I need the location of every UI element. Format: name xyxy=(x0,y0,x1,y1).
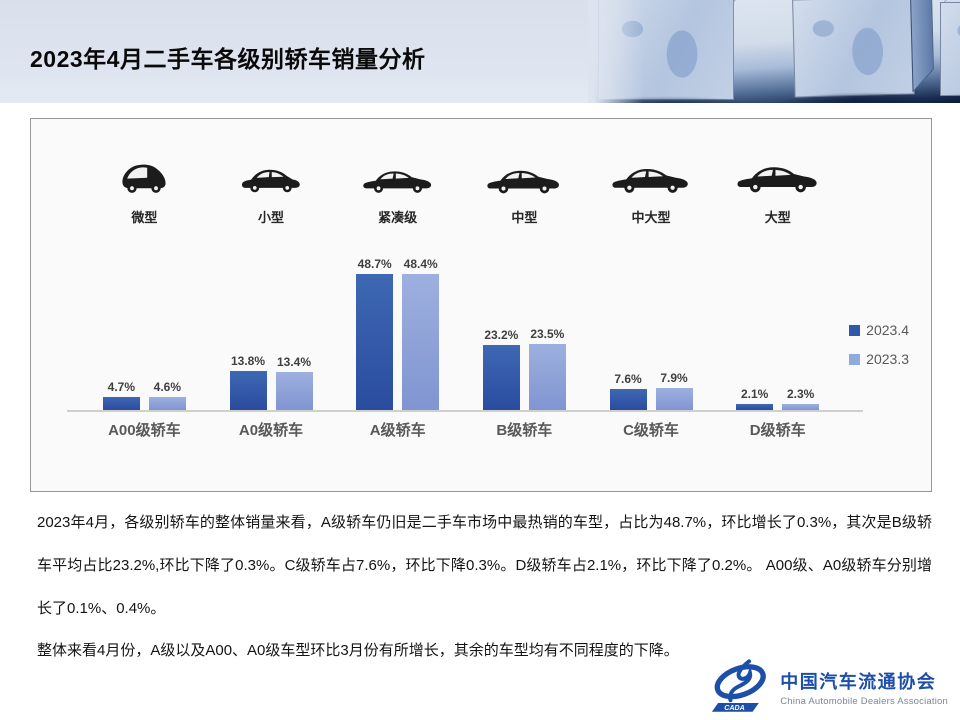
category-label: D级轿车 xyxy=(749,422,806,439)
bar-with-label: 7.9% xyxy=(655,370,693,410)
legend-label: 2023.4 xyxy=(866,322,909,338)
bar-with-label: 4.7% xyxy=(102,379,140,410)
car-class-label: 中型 xyxy=(511,210,538,225)
hatchback-car-icon xyxy=(240,165,302,200)
bar-with-label: 13.4% xyxy=(275,355,313,410)
car-class-cell: 中大型 xyxy=(588,131,715,226)
bar-value-label: 4.6% xyxy=(153,380,181,395)
mid-large-sedan-icon xyxy=(611,163,691,200)
car-class-label: 大型 xyxy=(764,210,791,225)
paragraph-1: 2023年4月，各级别轿车的整体销量来看，A级轿车仍旧是二手车市场中最热销的车型… xyxy=(37,514,932,617)
paragraph-2: 整体来看4月份，A级以及A00、A0级车型环比3月份有所增长，其余的车型均有不同… xyxy=(37,642,679,660)
bar xyxy=(482,345,520,410)
logo-name-cn: 中国汽车流通协会 xyxy=(780,671,937,692)
bar xyxy=(356,273,394,410)
car-class-label: 小型 xyxy=(258,210,285,225)
bar xyxy=(402,274,440,410)
bar-value-label: 23.2% xyxy=(484,328,519,343)
cada-logo: CADA 中国汽车流通协会 China Automobile Dealers A… xyxy=(711,659,948,715)
bar xyxy=(528,344,566,410)
legend-label: 2023.3 xyxy=(866,351,909,367)
chart-legend: 2023.4 2023.3 xyxy=(849,322,909,367)
chart-panel: 微型 小型 紧凑级 中型 中大型 大型 4.7% 4.6% 13.8% 13.4% 48.7% 48… xyxy=(30,118,932,492)
car-class-cell: 微型 xyxy=(81,131,208,226)
car-class-cell: 大型 xyxy=(714,131,841,226)
category-labels-row: A00级轿车 A0级轿车 A级轿车 B级轿车 C级轿车 D级轿车 xyxy=(81,419,841,440)
bar-with-label: 23.2% xyxy=(482,328,520,410)
x-axis-line xyxy=(67,410,863,412)
cada-emblem-icon: CADA xyxy=(712,659,767,712)
bar-group: 48.7% 48.4% xyxy=(334,257,461,410)
compact-sedan-icon xyxy=(362,166,434,200)
micro-car-icon xyxy=(120,161,168,200)
car-class-icons-row: 微型 小型 紧凑级 中型 中大型 大型 xyxy=(81,131,841,226)
bar-group: 4.7% 4.6% xyxy=(81,380,208,410)
bar-with-label: 7.6% xyxy=(609,371,647,410)
header: 2023年4月二手车各级别轿车销量分析 xyxy=(0,0,960,103)
bar-with-label: 4.6% xyxy=(148,380,186,410)
cube-decoration xyxy=(780,0,936,103)
bar-group: 23.2% 23.5% xyxy=(461,327,588,410)
bar-with-label: 48.7% xyxy=(356,256,394,410)
logo-name-en: China Automobile Dealers Association xyxy=(780,695,948,707)
legend-swatch-icon xyxy=(849,353,861,365)
car-class-cell: 小型 xyxy=(208,131,335,226)
bar-value-label: 48.7% xyxy=(357,256,392,271)
bar xyxy=(229,371,267,410)
bar xyxy=(148,397,186,410)
bar-value-label: 2.1% xyxy=(741,387,769,402)
bar xyxy=(736,404,774,410)
bar-value-label: 2.3% xyxy=(787,386,815,401)
bar xyxy=(655,387,693,410)
cube-decoration xyxy=(588,0,759,103)
legend-item-2023-3: 2023.3 xyxy=(849,351,909,367)
bar-with-label: 13.8% xyxy=(229,354,267,410)
bar-with-label: 23.5% xyxy=(528,327,566,410)
bar-plot: 4.7% 4.6% 13.8% 13.4% 48.7% 48.4% 23.2% 23.5% 7.… xyxy=(81,226,841,410)
category-label: C级轿车 xyxy=(623,422,679,439)
category-label: A级轿车 xyxy=(369,422,426,439)
bar xyxy=(609,388,647,410)
bar-value-label: 7.6% xyxy=(614,371,642,386)
legend-swatch-icon xyxy=(849,324,861,336)
bar-value-label: 13.4% xyxy=(276,355,312,370)
bar xyxy=(275,372,313,410)
bar-value-label: 13.8% xyxy=(230,354,266,369)
bar-with-label: 2.3% xyxy=(782,386,820,410)
bar-value-label: 4.7% xyxy=(107,379,135,394)
emblem-text: CADA xyxy=(725,704,745,712)
car-class-cell: 中型 xyxy=(461,131,588,226)
analysis-text: 2023年4月，各级别轿车的整体销量来看，A级轿车仍旧是二手车市场中最热销的车型… xyxy=(37,502,932,673)
car-class-cell: 紧凑级 xyxy=(334,131,461,226)
bar-group: 2.1% 2.3% xyxy=(714,387,841,410)
cube-decoration xyxy=(926,0,960,103)
large-sedan-icon xyxy=(736,161,820,200)
car-class-label: 中大型 xyxy=(631,210,671,225)
category-label: A0级轿车 xyxy=(238,422,304,439)
bar-group: 7.6% 7.9% xyxy=(588,371,715,410)
car-class-label: 紧凑级 xyxy=(378,210,418,225)
bar xyxy=(782,403,820,410)
bar-value-label: 7.9% xyxy=(660,370,688,385)
bar-with-label: 48.4% xyxy=(402,257,440,410)
category-label: B级轿车 xyxy=(496,422,553,439)
legend-item-2023-4: 2023.4 xyxy=(849,322,909,338)
bar-value-label: 48.4% xyxy=(403,257,438,272)
bar-with-label: 2.1% xyxy=(736,387,774,410)
category-label: A00级轿车 xyxy=(108,422,181,439)
world-map-cubes-image xyxy=(588,0,960,103)
page-title: 2023年4月二手车各级别轿车销量分析 xyxy=(30,46,426,72)
midsize-sedan-icon xyxy=(486,165,562,200)
bar-group: 13.8% 13.4% xyxy=(208,354,335,410)
car-class-label: 微型 xyxy=(131,210,158,225)
bar xyxy=(102,396,140,410)
bar-value-label: 23.5% xyxy=(530,327,565,342)
